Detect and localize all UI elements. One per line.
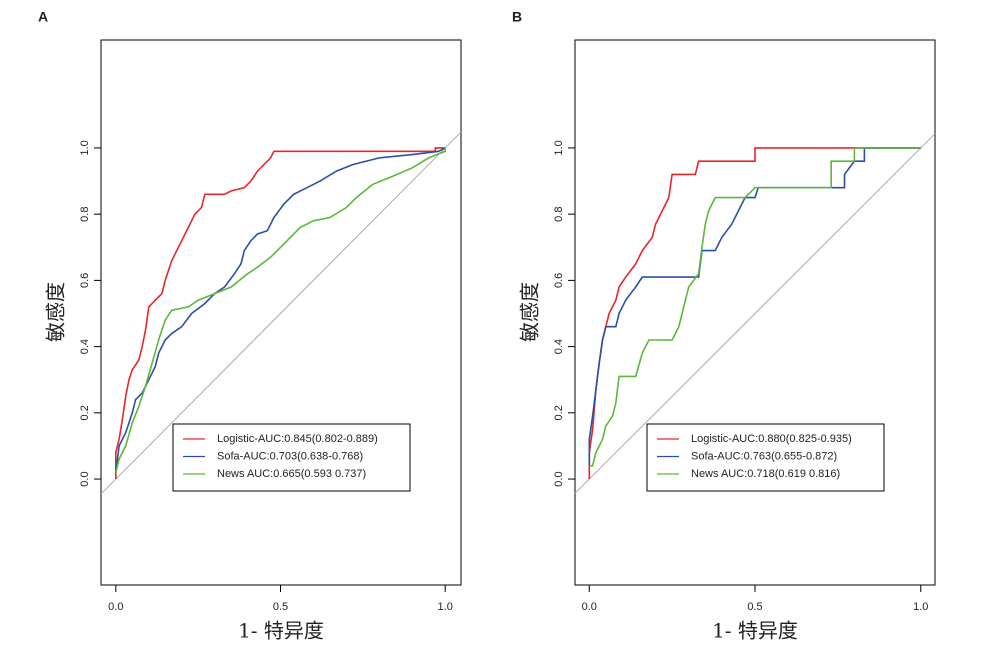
legend-label: Sofa-AUC:0.763(0.655-0.872) <box>691 450 837 462</box>
panel-label: B <box>512 9 522 25</box>
y-tick-label: 1.0 <box>553 140 565 155</box>
y-tick-label: 0.0 <box>553 471 565 486</box>
plot-frame <box>574 39 936 586</box>
y-tick-label: 0.2 <box>553 405 565 420</box>
x-axis-label: 1- 特异度 <box>238 619 324 643</box>
legend-label: Logistic-AUC:0.880(0.825-0.935) <box>691 433 852 445</box>
roc-curve <box>115 147 446 473</box>
x-axis-label: 1- 特异度 <box>712 619 798 643</box>
x-tick-label: 1.0 <box>913 601 928 613</box>
x-tick-label: 0.0 <box>582 601 597 613</box>
y-tick-label: 0.4 <box>79 339 91 354</box>
y-tick-label: 0.6 <box>79 273 91 288</box>
y-tick-label: 0.8 <box>79 207 91 222</box>
y-tick-label: 0.6 <box>553 273 565 288</box>
y-axis-label: 敏感度 <box>44 282 68 342</box>
roc-curve <box>589 147 921 467</box>
roc-curve <box>115 147 446 479</box>
legend-label: Logistic-AUC:0.845(0.802-0.889) <box>217 433 378 445</box>
y-tick-label: 0.8 <box>553 207 565 222</box>
x-tick-label: 0.0 <box>108 601 123 613</box>
legend-box <box>172 423 411 492</box>
y-tick-label: 1.0 <box>79 140 91 155</box>
legend-label: Sofa-AUC:0.703(0.638-0.768) <box>217 450 363 462</box>
diagonal <box>574 133 936 494</box>
y-tick-label: 0.4 <box>553 339 565 354</box>
x-tick-label: 0.5 <box>747 601 762 613</box>
panel-label: A <box>38 9 48 25</box>
legend-label: News AUC:0.665(0.593 0.737) <box>217 468 366 480</box>
legend-label: News AUC:0.718(0.619 0.816) <box>691 468 840 480</box>
x-tick-label: 0.5 <box>273 601 288 613</box>
x-tick-label: 1.0 <box>438 601 453 613</box>
roc-curve <box>588 147 921 466</box>
y-axis-label: 敏感度 <box>518 282 542 342</box>
diagonal <box>100 131 462 495</box>
y-tick-label: 0.0 <box>79 471 91 486</box>
legend-box <box>646 423 885 492</box>
y-tick-label: 0.2 <box>79 405 91 420</box>
